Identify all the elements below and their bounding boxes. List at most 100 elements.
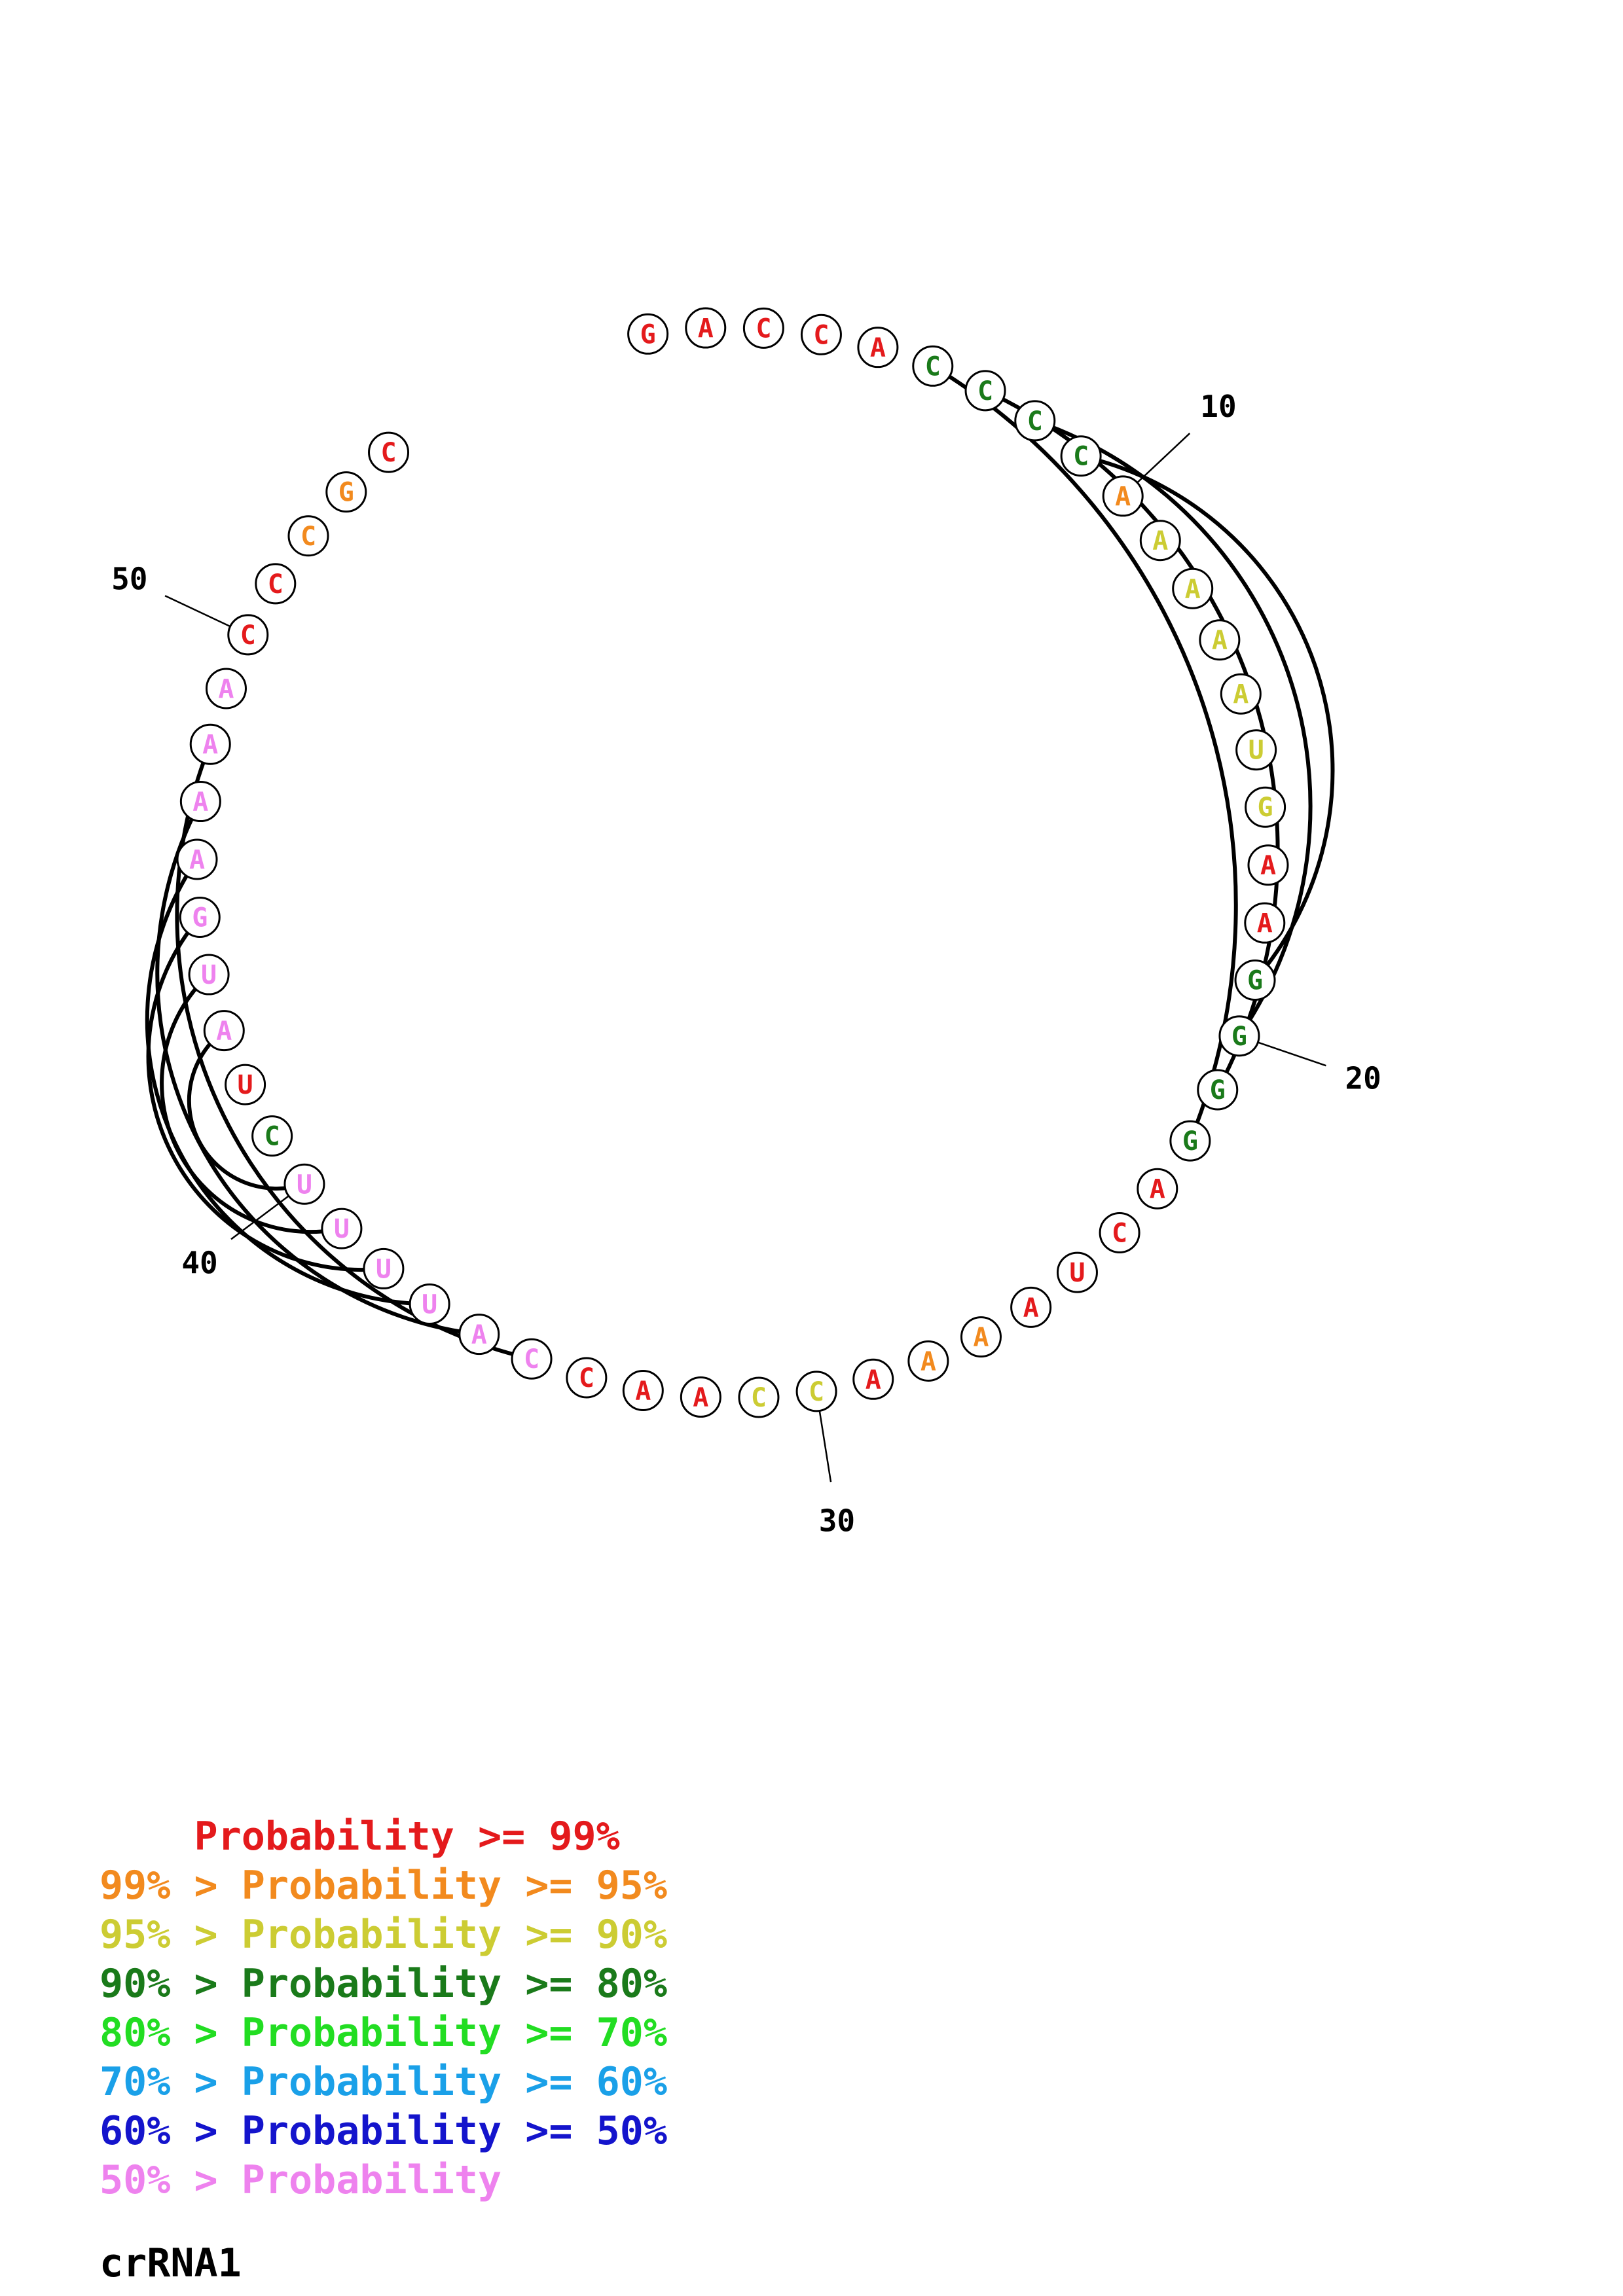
- nucleotide-circle: [203, 1010, 245, 1052]
- nucleotide-circle: [857, 327, 899, 368]
- probability-legend: Probability >= 99%99% > Probability >= 9…: [100, 1814, 667, 2203]
- legend-row: 60% > Probability >= 50%: [100, 2108, 667, 2154]
- nucleotide-circle: [566, 1357, 608, 1399]
- nucleotide-letter: A: [1212, 626, 1228, 656]
- nucleotide-circle: [179, 781, 221, 823]
- base-pair-arc: [146, 916, 384, 1272]
- nucleotide-circle: [287, 515, 329, 557]
- nucleotide-letter: A: [693, 1383, 708, 1413]
- nucleotide-letter: C: [380, 438, 396, 468]
- nucleotide: C: [912, 345, 954, 387]
- nucleotide-circle: [1172, 567, 1214, 609]
- nucleotide-letter: U: [238, 1070, 253, 1100]
- nucleotide-circle: [852, 1358, 894, 1400]
- nucleotide-letter: A: [1023, 1293, 1039, 1323]
- nucleotide-circle: [1199, 619, 1241, 661]
- nucleotide: C: [1060, 435, 1102, 477]
- nucleotide: A: [1220, 673, 1262, 715]
- nucleotide: U: [1056, 1251, 1098, 1293]
- base-pair-arc: [1080, 454, 1335, 982]
- nucleotide-letter: C: [301, 522, 316, 552]
- base-pair-arc: [160, 973, 342, 1234]
- nucleotide: A: [622, 1369, 664, 1411]
- nucleotide: C: [566, 1357, 608, 1399]
- nucleotide-letter: A: [1150, 1174, 1165, 1204]
- legend-row: 70% > Probability >= 60%: [100, 2059, 667, 2105]
- nucleotide: A: [458, 1314, 500, 1355]
- nucleotide-circle: [283, 1163, 325, 1205]
- nucleotide: C: [511, 1338, 553, 1380]
- nucleotide-letter: C: [813, 320, 829, 350]
- legend-suffix: >= 60%: [501, 2059, 667, 2105]
- nucleotide: G: [1218, 1015, 1260, 1057]
- nucleotide-circle: [1102, 475, 1144, 517]
- nucleotide-circle: [680, 1376, 721, 1418]
- nucleotide-letter: G: [1258, 793, 1273, 823]
- nucleotide: C: [287, 515, 329, 557]
- nucleotide-letter: A: [202, 730, 218, 760]
- nucleotide-letter: C: [1073, 442, 1089, 472]
- nucleotide-circle: [1234, 960, 1276, 1001]
- nucleotide-circle: [1218, 1015, 1260, 1057]
- nucleotide: C: [795, 1371, 837, 1412]
- legend-mid: Probability: [242, 2059, 501, 2105]
- nucleotide: U: [321, 1208, 363, 1249]
- nucleotide-circle: [458, 1314, 500, 1355]
- nucleotide-letter: C: [240, 620, 256, 651]
- nucleotide-circle: [205, 668, 247, 709]
- nucleotide-circle: [1247, 844, 1289, 886]
- nucleotide-circle: [227, 614, 269, 656]
- nucleotide-letter: C: [268, 569, 283, 600]
- nucleotide-circle: [1056, 1251, 1098, 1293]
- nucleotide: A: [685, 307, 727, 349]
- legend-row: 50% > Probability: [100, 2157, 501, 2203]
- nucleotide-letter: A: [216, 1016, 232, 1047]
- tick-line: [818, 1410, 832, 1482]
- nucleotide-letter: C: [925, 351, 941, 382]
- legend-row: Probability >= 99%: [100, 1814, 620, 1859]
- legend-mid: Probability: [242, 2108, 501, 2154]
- nucleotide-letter: U: [376, 1254, 392, 1284]
- nucleotide: A: [857, 327, 899, 368]
- legend-prefix: 70% >: [100, 2059, 242, 2105]
- nucleotide-letter: A: [973, 1323, 989, 1353]
- nucleotide-circle: [912, 345, 954, 387]
- nucleotide-letter: G: [338, 478, 354, 508]
- nucleotide-circle: [800, 314, 842, 355]
- nucleotide-circle: [1060, 435, 1102, 477]
- nucleotide-circle: [738, 1376, 780, 1418]
- nucleotide-letter: G: [1231, 1022, 1247, 1052]
- legend-mid: Probability: [194, 1814, 454, 1859]
- nucleotide-letter: A: [1115, 482, 1131, 512]
- nucleotide: A: [189, 723, 231, 765]
- nucleotide-circle: [511, 1338, 553, 1380]
- nucleotide: U: [363, 1247, 405, 1289]
- legend-prefix: 60% >: [100, 2108, 242, 2154]
- nucleotide: U: [225, 1064, 266, 1105]
- base-pair-arc: [175, 744, 532, 1361]
- nucleotide: U: [409, 1283, 450, 1325]
- nucleotide-circle: [409, 1283, 450, 1325]
- position-ticks: 10 20 30 40 50: [111, 389, 1381, 1538]
- nucleotide-letter: C: [524, 1344, 539, 1374]
- nucleotide: C: [742, 307, 784, 349]
- nucleotide-circle: [627, 313, 669, 355]
- nucleotide-letter: C: [1027, 406, 1043, 437]
- structure-title: crRNA1: [100, 2240, 242, 2286]
- nucleotide-circle: [960, 1316, 1002, 1358]
- base-pair-arc: [932, 364, 1238, 1142]
- nucleotide: A: [1244, 902, 1286, 944]
- legend-mid: Probability: [242, 2157, 501, 2203]
- nucleotide: G: [627, 313, 669, 355]
- legend-prefix: [100, 1814, 194, 1859]
- nucleotide-circle: [1137, 1168, 1178, 1210]
- nucleotide-letter: G: [192, 903, 208, 933]
- nucleotide-letter: U: [422, 1289, 437, 1319]
- nucleotide-circle: [795, 1371, 837, 1412]
- nucleotide-letter: A: [1257, 908, 1273, 939]
- nucleotide: U: [1235, 729, 1277, 771]
- nucleotide-circle: [1244, 902, 1286, 944]
- nucleotide: A: [1139, 520, 1181, 562]
- legend-suffix: >= 70%: [501, 2010, 667, 2056]
- legend-row: 95% > Probability >= 90%: [100, 1912, 667, 1958]
